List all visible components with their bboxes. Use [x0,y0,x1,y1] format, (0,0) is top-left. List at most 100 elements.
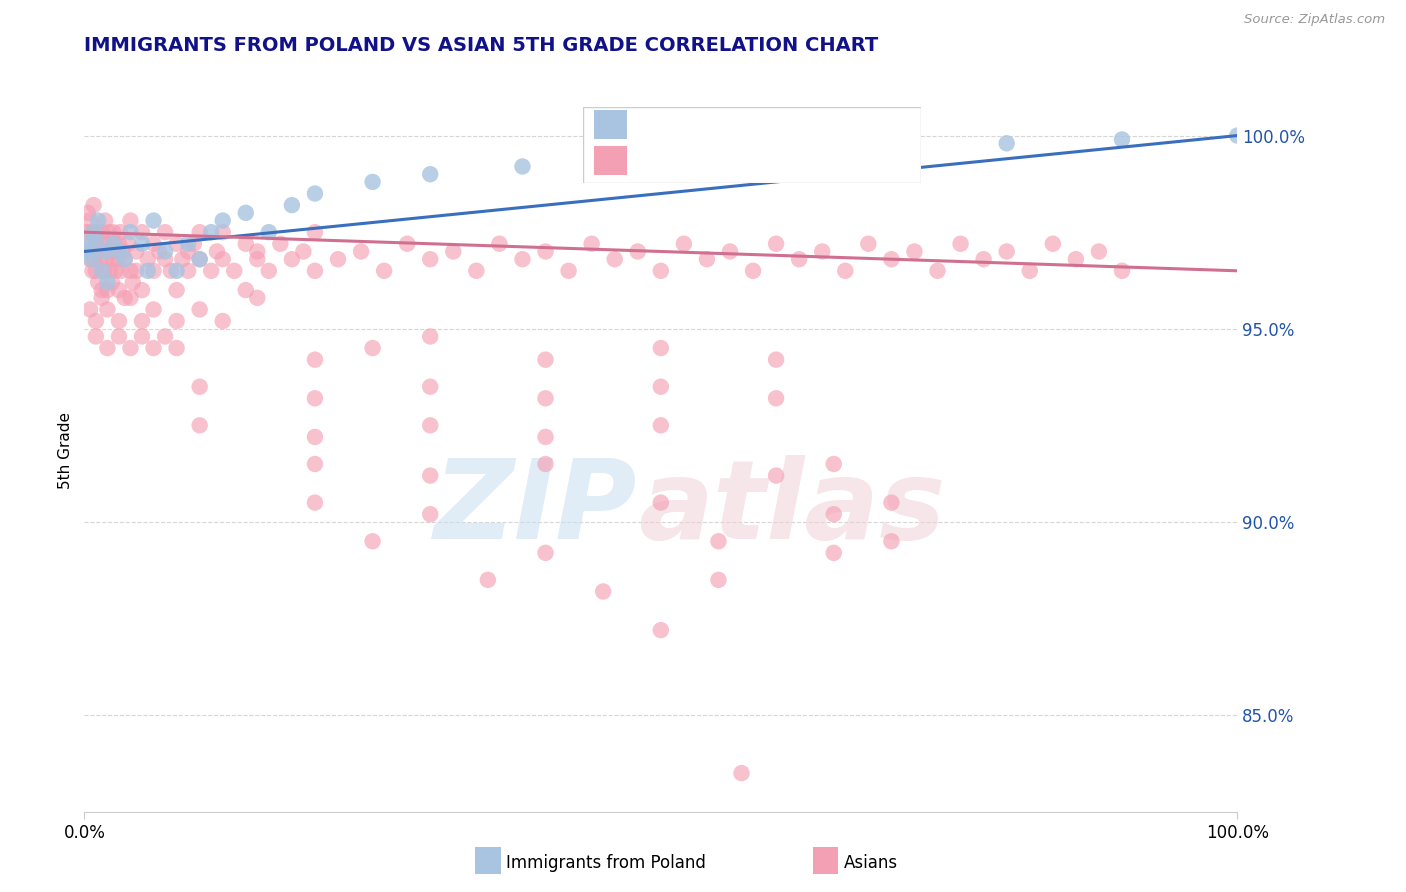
Point [211,213,233,227]
Point [148,244,170,259]
Point [80,225,103,239]
Point [1111,132,1133,146]
Point [76,225,98,239]
Point [730,766,752,780]
Point [707,573,730,587]
Point [949,236,972,251]
Point [995,136,1018,151]
Point [142,302,165,317]
Point [160,264,183,278]
Point [419,418,441,433]
Point [166,283,188,297]
Point [742,264,765,278]
Point [1064,252,1087,267]
Point [396,236,419,251]
Point [765,392,787,406]
Point [96,341,118,355]
Point [650,148,672,162]
Point [166,341,188,355]
Point [188,418,211,433]
Point [83,252,105,267]
Point [650,623,672,637]
Point [166,236,188,251]
Point [235,236,257,251]
Point [592,584,614,599]
Point [100,244,122,259]
Point [84,264,107,278]
Point [188,302,211,317]
Point [142,264,165,278]
Point [246,252,269,267]
Point [188,252,211,267]
Point [488,236,510,251]
Point [787,252,810,267]
Point [973,252,995,267]
Point [811,244,834,259]
Point [765,468,787,483]
Point [84,236,107,251]
Point [211,252,233,267]
Point [142,236,165,251]
Point [603,252,626,267]
Point [823,507,845,521]
Point [224,264,246,278]
Point [304,186,326,201]
Point [153,329,176,343]
Point [534,430,557,444]
Point [304,225,326,239]
Point [87,213,110,227]
Point [84,314,107,328]
Point [927,264,949,278]
Point [107,252,129,267]
Point [419,380,441,394]
Point [200,264,222,278]
Point [136,264,159,278]
Text: ZIP: ZIP [434,455,638,562]
Point [512,252,534,267]
Point [82,264,104,278]
Text: Source: ZipAtlas.com: Source: ZipAtlas.com [1244,13,1385,27]
Bar [593,110,627,139]
Point [718,244,741,259]
Point [136,252,159,267]
Point [77,236,100,251]
Point [1111,264,1133,278]
Point [177,244,200,259]
Point [211,314,233,328]
Point [131,283,153,297]
Point [83,198,105,212]
Point [419,507,441,521]
Point [200,225,222,239]
Point [419,167,441,181]
Point [246,291,269,305]
Point [650,418,672,433]
Point [281,198,304,212]
Point [419,329,441,343]
Point [83,225,105,239]
Point [304,495,326,509]
Point [257,225,280,239]
Point [114,252,136,267]
Point [880,495,903,509]
Point [96,236,118,251]
Point [650,495,672,509]
Point [361,534,384,549]
Point [205,244,228,259]
Point [650,341,672,355]
Point [581,236,603,251]
Point [188,252,211,267]
Point [120,341,142,355]
Point [120,225,142,239]
Point [108,225,131,239]
Point [880,534,903,549]
Point [93,264,115,278]
Point [79,213,101,227]
Point [153,252,176,267]
Point [177,264,200,278]
Point [125,264,148,278]
Point [79,252,101,267]
Point [79,302,101,317]
Point [441,244,464,259]
Point [96,302,118,317]
Point [153,225,176,239]
